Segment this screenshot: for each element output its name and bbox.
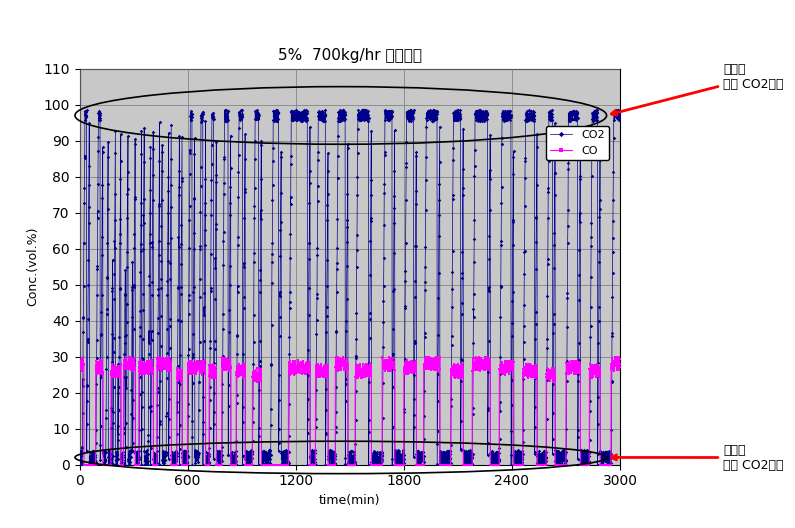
Text: 재생탑
출구 CO2농도: 재생탑 출구 CO2농도 bbox=[611, 63, 784, 115]
CO2 bbox=[592, 107, 602, 113]
CO bbox=[75, 365, 84, 372]
CO bbox=[282, 461, 292, 468]
Legend: CO2, CO: CO2, CO bbox=[545, 126, 609, 160]
CO2 bbox=[91, 461, 100, 468]
CO2 bbox=[169, 451, 178, 458]
CO2 bbox=[137, 150, 146, 157]
CO bbox=[169, 461, 178, 468]
CO2 bbox=[605, 452, 615, 459]
CO2 bbox=[615, 108, 625, 114]
CO bbox=[547, 374, 556, 380]
CO bbox=[305, 461, 315, 468]
CO bbox=[378, 354, 387, 360]
Y-axis label: Conc.(vol.%): Conc.(vol.%) bbox=[26, 227, 39, 306]
CO2 bbox=[282, 451, 292, 458]
Title: 5%  700kg/hr 가스농도: 5% 700kg/hr 가스농도 bbox=[277, 48, 422, 63]
CO bbox=[615, 363, 625, 370]
CO bbox=[605, 461, 615, 468]
CO bbox=[137, 369, 146, 375]
Text: 흥수탑
출구 CO2농도: 흥수탑 출구 CO2농도 bbox=[611, 444, 784, 472]
CO2 bbox=[75, 456, 84, 463]
Line: CO2: CO2 bbox=[78, 109, 621, 466]
CO2 bbox=[546, 114, 556, 120]
CO bbox=[80, 461, 89, 468]
CO2 bbox=[305, 452, 315, 459]
Line: CO: CO bbox=[78, 355, 622, 466]
X-axis label: time(min): time(min) bbox=[319, 494, 381, 507]
